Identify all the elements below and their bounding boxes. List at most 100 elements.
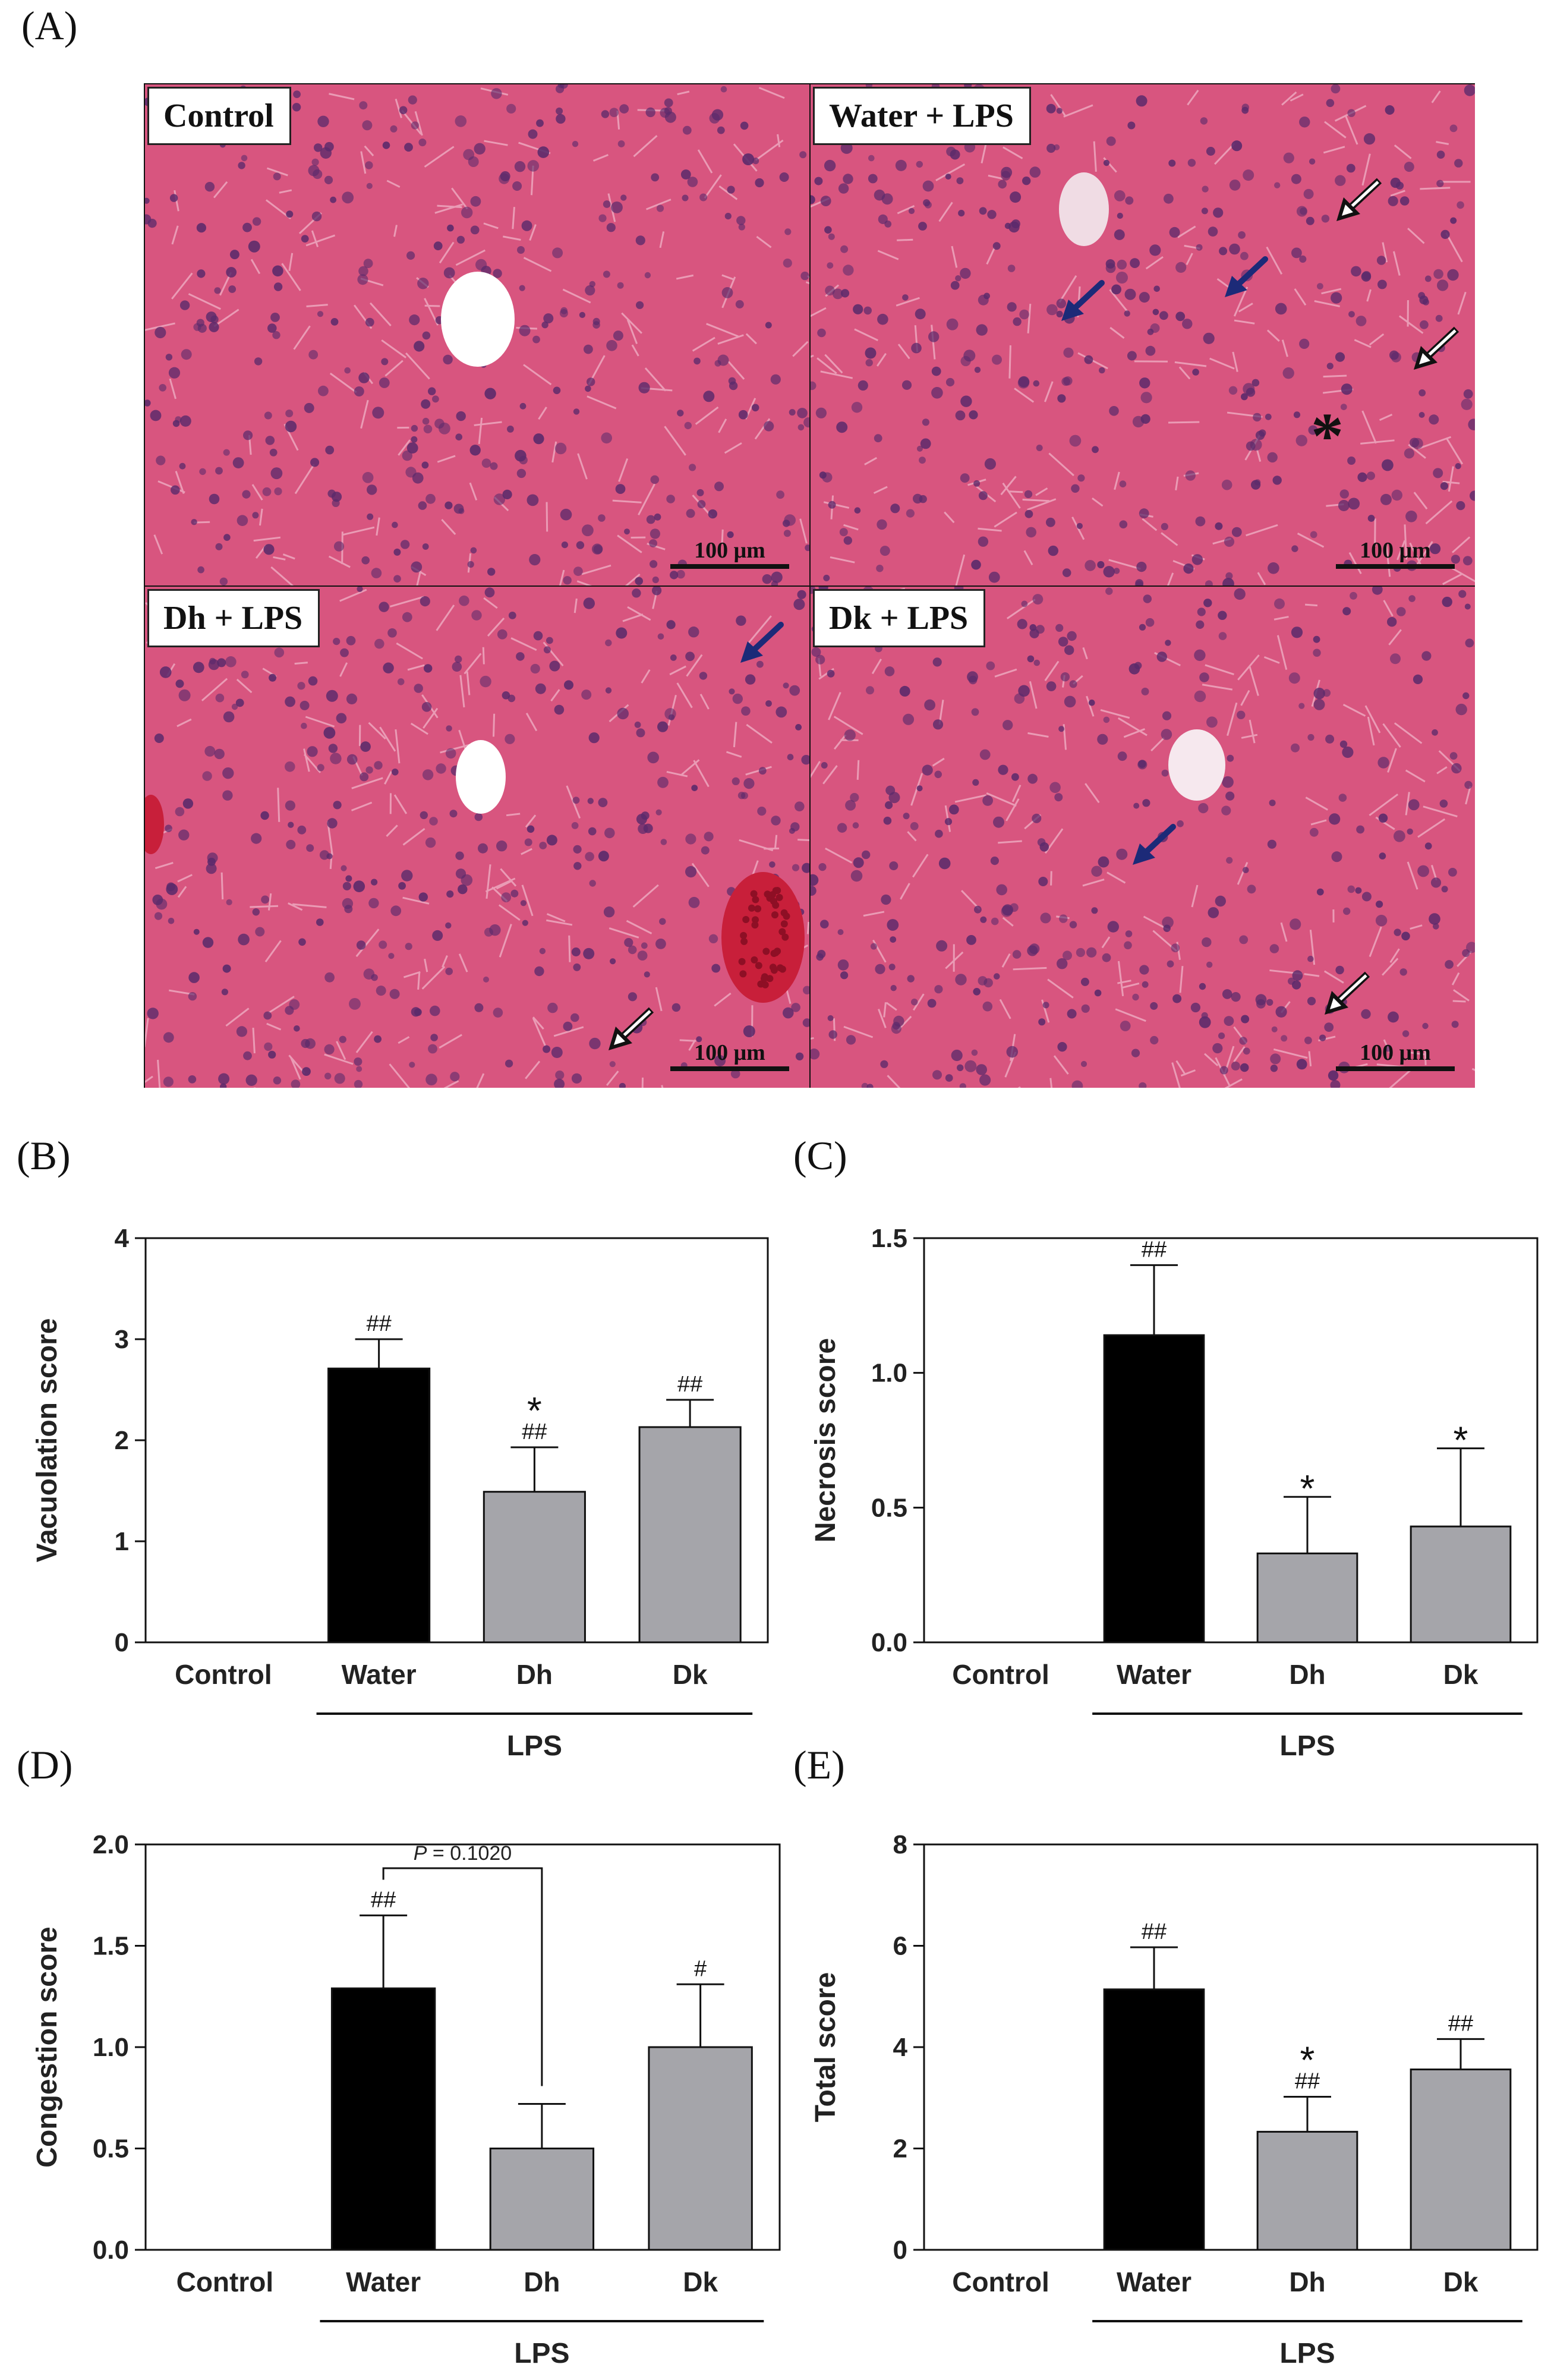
sinusoid [1241, 733, 1258, 739]
nucleus [1240, 1063, 1249, 1072]
nucleus [421, 702, 432, 712]
sinusoid [609, 927, 639, 939]
nucleus [1159, 311, 1168, 320]
nucleus [964, 1060, 977, 1072]
nucleus [822, 472, 833, 483]
nucleus [546, 835, 557, 846]
nucleus [656, 204, 664, 212]
nucleus [226, 899, 232, 905]
nucleus [988, 571, 1000, 583]
nucleus [252, 908, 260, 916]
nucleus [354, 1079, 363, 1088]
nucleus [676, 569, 685, 579]
nucleus [592, 321, 600, 329]
nucleus [1229, 243, 1240, 255]
sinusoid [587, 395, 617, 410]
nucleus [1067, 1009, 1077, 1019]
sinusoid [1471, 1068, 1475, 1071]
lesion-arrows [609, 622, 784, 1050]
nucleus [379, 602, 389, 612]
sinusoid [1092, 497, 1104, 507]
sinusoid [568, 935, 571, 962]
nucleus [543, 1045, 551, 1053]
nucleus [235, 698, 244, 707]
nucleus [310, 458, 320, 467]
nucleus [222, 790, 233, 801]
nucleus [404, 143, 413, 152]
sinusoid [1257, 572, 1266, 585]
sinusoid [171, 225, 179, 245]
sinusoid [1214, 143, 1235, 165]
nucleus [273, 282, 283, 291]
nucleus [1462, 556, 1473, 566]
nucleus [717, 354, 729, 366]
nucleus [534, 966, 544, 977]
sinusoid [824, 354, 843, 374]
nucleus [1175, 262, 1187, 273]
nucleus [412, 472, 424, 484]
nucleus [573, 862, 582, 870]
sinusoid [1082, 647, 1088, 660]
nucleus [1055, 624, 1064, 632]
nucleus [958, 210, 965, 217]
nucleus [797, 590, 806, 599]
red-blood-cell [752, 916, 759, 924]
nucleus [960, 473, 970, 483]
nucleus [1394, 928, 1401, 936]
nucleus [178, 829, 190, 840]
nucleus [776, 706, 787, 718]
nucleus [262, 487, 272, 496]
nucleus [994, 973, 1000, 980]
nucleus [883, 816, 892, 825]
sinusoid [823, 501, 850, 509]
nucleus [906, 509, 915, 518]
y-tick-label: 2 [115, 1426, 129, 1455]
nucleus [1103, 159, 1110, 166]
nucleus [677, 410, 684, 417]
nucleus [1032, 813, 1042, 823]
nucleus [294, 1025, 300, 1032]
nucleus [708, 934, 718, 943]
nucleus [971, 708, 979, 716]
x-tick-label: Water [1117, 2266, 1191, 2297]
nucleus [154, 733, 164, 743]
y-tick-label: 0.5 [871, 1493, 907, 1522]
nucleus [288, 821, 294, 828]
nucleus [858, 380, 868, 391]
nucleus [635, 235, 645, 245]
nucleus [1292, 970, 1303, 981]
panel-letter-c: (C) [793, 1133, 847, 1178]
nucleus [1445, 960, 1454, 969]
y-tick-label: 2 [893, 2135, 907, 2164]
nucleus [1200, 117, 1208, 125]
sinusoid [666, 770, 688, 777]
nucleus [481, 458, 491, 468]
sinusoid [439, 241, 455, 264]
sinusoid [523, 364, 552, 386]
nucleus [145, 197, 150, 204]
nucleus [422, 417, 430, 425]
y-tick-label: 6 [893, 1932, 907, 1961]
sinusoid [401, 109, 422, 135]
sinusoid [1323, 970, 1344, 984]
nucleus [1241, 106, 1249, 114]
red-blood-cells [738, 887, 790, 988]
nucleus [356, 940, 366, 950]
nucleus [516, 652, 525, 661]
nucleus [742, 153, 755, 165]
nucleus [617, 707, 629, 720]
nucleus [1012, 950, 1022, 959]
nucleus [204, 745, 216, 757]
nucleus [474, 143, 486, 155]
nucleus [617, 282, 624, 289]
y-tick-label: 0 [893, 2236, 907, 2265]
nucleus [948, 804, 959, 815]
nucleus [1127, 351, 1137, 361]
nucleus [998, 764, 1008, 775]
sinusoid [153, 534, 163, 555]
nucleus [1355, 316, 1367, 326]
nucleus [571, 822, 579, 829]
nucleus [418, 892, 428, 902]
nucleus [221, 988, 228, 996]
nucleus [1190, 1002, 1200, 1013]
